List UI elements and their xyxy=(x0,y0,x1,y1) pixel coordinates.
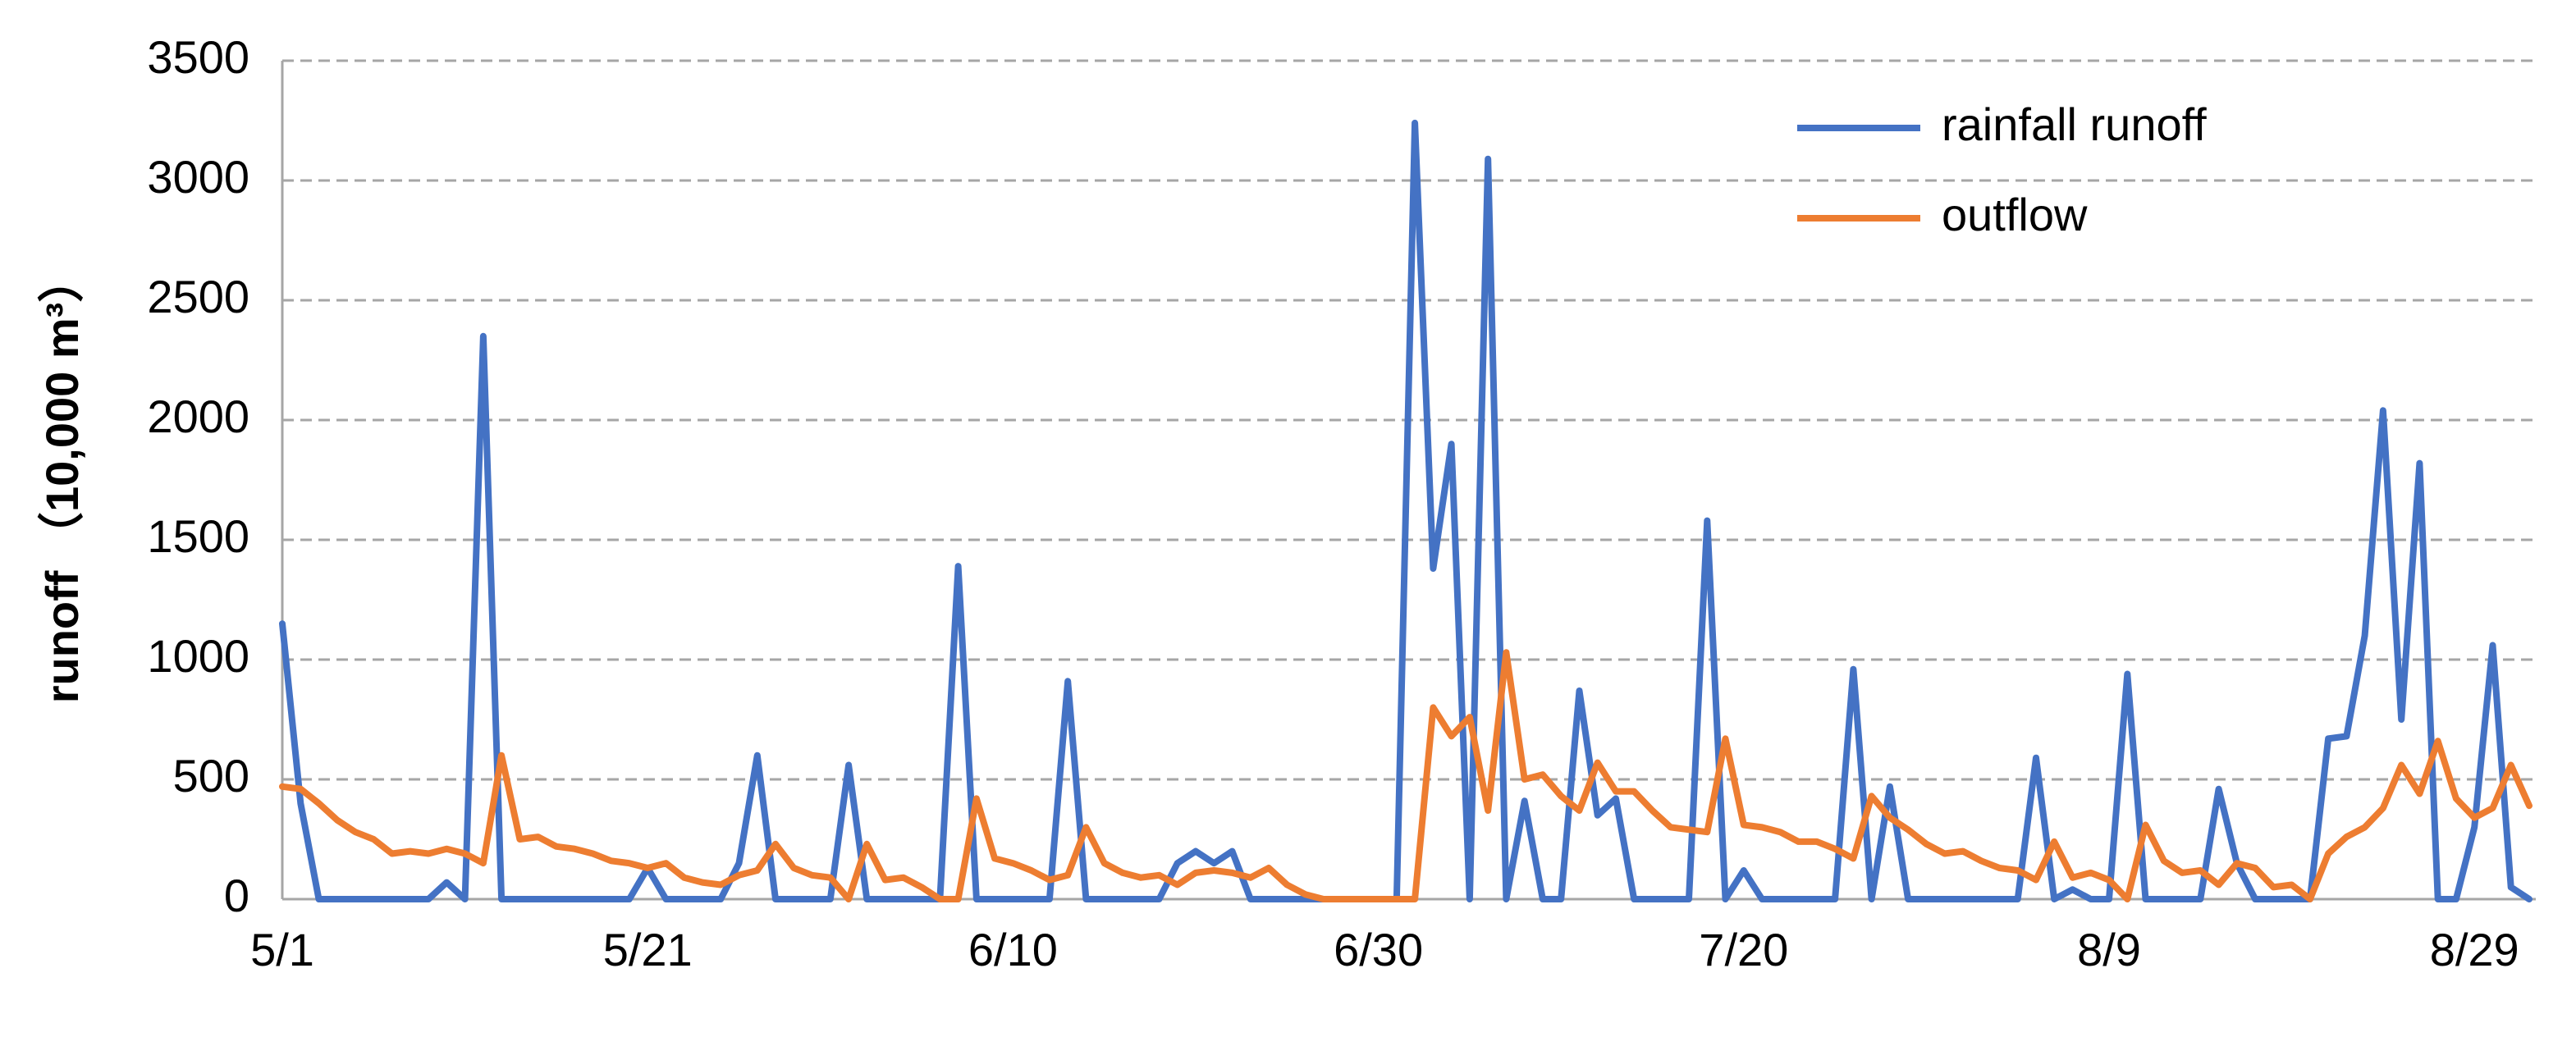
y-tick-label: 3000 xyxy=(147,151,249,203)
y-tick-label: 3500 xyxy=(147,31,249,83)
y-tick-label: 1000 xyxy=(147,630,249,682)
y-tick-label: 0 xyxy=(224,870,249,921)
legend-label: outflow xyxy=(1942,189,2088,240)
x-tick-label: 8/29 xyxy=(2430,924,2519,975)
x-tick-label: 6/30 xyxy=(1334,924,1423,975)
x-tick-label: 8/9 xyxy=(2077,924,2141,975)
x-tick-label: 7/20 xyxy=(1699,924,1788,975)
x-tick-label: 6/10 xyxy=(968,924,1058,975)
series-line xyxy=(279,119,2533,902)
x-tick-label: 5/1 xyxy=(250,924,314,975)
legend-label: rainfall runoff xyxy=(1942,98,2207,150)
y-tick-label: 2500 xyxy=(147,271,249,322)
y-axis-label: runoff （10,000 m³） xyxy=(36,257,88,704)
series-line xyxy=(279,649,2533,902)
x-tick-label: 5/21 xyxy=(603,924,693,975)
y-tick-label: 1500 xyxy=(147,510,249,562)
y-tick-label: 2000 xyxy=(147,391,249,442)
y-tick-label: 500 xyxy=(173,750,249,802)
